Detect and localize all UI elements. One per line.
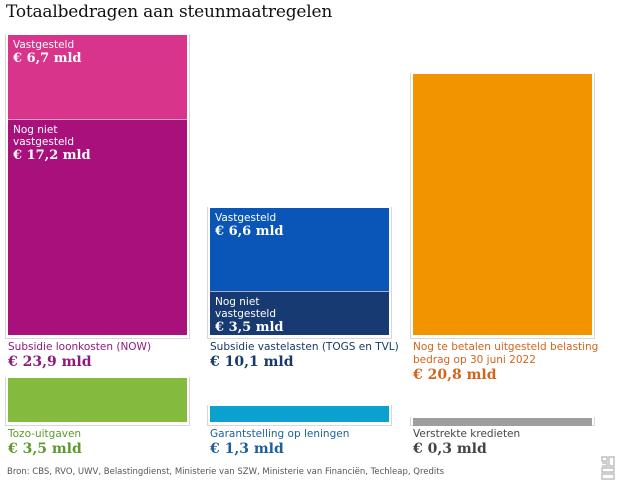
source-note: Bron: CBS, RVO, UWV, Belastingdienst, Mi…	[7, 467, 445, 477]
cbs-logo-icon	[601, 456, 615, 480]
bar-total: € 3,5 mld	[8, 441, 82, 457]
bar-label: Tozo-uitgaven	[8, 428, 82, 440]
bar-label: Nog te betalen uitgesteld belasting bedr…	[413, 341, 599, 366]
bar-total: € 20,8 mld	[413, 367, 497, 383]
bar-segment-subsidie-loonkosten-now-0: Vastgesteld € 6,7 mld	[8, 35, 187, 120]
segment-label: Nog niet vastgesteld	[13, 124, 74, 149]
bar-caption-subsidie-loonkosten-now: Subsidie loonkosten (NOW) € 23,9 mld	[8, 341, 207, 371]
segment-label: Vastgesteld	[215, 212, 277, 225]
bar-frame-tozo-uitgaven	[5, 377, 190, 426]
segment-value: € 17,2 mld	[13, 148, 91, 164]
bar-frame-nog-te-betalen-uitgesteld-belasting-bedrag-op-30-juni-2022	[410, 72, 595, 339]
bar-total: € 0,3 mld	[413, 441, 487, 457]
bar-label: Subsidie loonkosten (NOW)	[8, 341, 152, 353]
bar-segment-subsidie-loonkosten-now-1: Nog niet vastgesteld € 17,2 mld	[8, 119, 187, 335]
bar-label: Garantstelling op leningen	[210, 428, 350, 440]
bar-frame-garantstelling-op-leningen	[207, 404, 392, 426]
bar-segment-verstrekte-kredieten-0	[413, 418, 592, 426]
segment-label: Nog niet vastgesteld	[215, 296, 276, 321]
chart-title: Totaalbedragen aan steunmaatregelen	[6, 2, 333, 22]
bar-caption-nog-te-betalen-uitgesteld-belasting-bedrag-op-30-juni-2022: Nog te betalen uitgesteld belasting bedr…	[413, 341, 612, 384]
bar-total: € 1,3 mld	[210, 441, 284, 457]
bar-frame-subsidie-vastelasten-togs-en-tvl	[207, 207, 392, 339]
bar-caption-verstrekte-kredieten: Verstrekte kredieten € 0,3 mld	[413, 428, 612, 458]
bar-segment-nog-te-betalen-uitgesteld-belasting-bedrag-op-30-juni-2022-0	[413, 73, 592, 335]
segment-label: Vastgesteld	[13, 39, 75, 51]
bar-caption-subsidie-vastelasten-togs-en-tvl: Subsidie vastelasten (TOGS en TVL) € 10,1…	[210, 341, 409, 371]
bar-caption-tozo-uitgaven: Tozo-uitgaven € 3,5 mld	[8, 428, 207, 458]
bar-segment-tozo-uitgaven-0	[8, 378, 187, 422]
bar-caption-garantstelling-op-leningen: Garantstelling op leningen € 1,3 mld	[210, 428, 409, 458]
bar-segment-subsidie-vastelasten-togs-en-tvl-1: Nog niet vastgesteld € 3,5 mld	[210, 291, 389, 335]
bar-total: € 10,1 mld	[210, 354, 294, 370]
bar-label: Subsidie vastelasten (TOGS en TVL)	[210, 341, 399, 353]
bar-segment-subsidie-vastelasten-togs-en-tvl-0: Vastgesteld € 6,6 mld	[210, 208, 389, 292]
bar-segment-garantstelling-op-leningen-0	[210, 405, 389, 422]
segment-value: € 6,6 mld	[215, 224, 284, 240]
bar-total: € 23,9 mld	[8, 354, 92, 370]
segment-value: € 6,7 mld	[13, 51, 82, 66]
bar-label: Verstrekte kredieten	[413, 428, 521, 440]
bar-frame-subsidie-loonkosten-now	[5, 34, 190, 339]
segment-value: € 3,5 mld	[215, 320, 284, 336]
